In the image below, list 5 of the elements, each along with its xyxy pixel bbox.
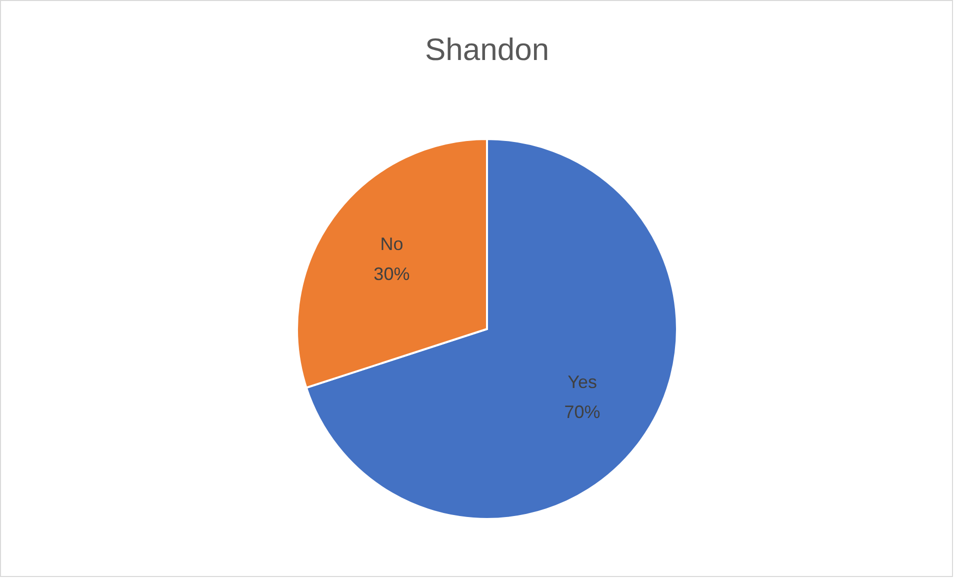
slice-label: No [380,234,404,254]
slice-label: Yes [568,372,597,392]
data-label: 70% [564,402,600,422]
data-label: 30% [374,264,410,284]
chart-title: Shandon [424,32,550,67]
